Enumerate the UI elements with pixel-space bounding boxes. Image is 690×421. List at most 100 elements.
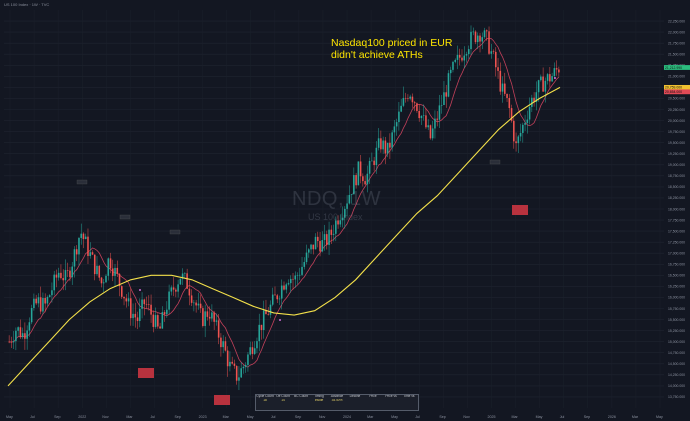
y-tick-label: 15,500.000	[668, 318, 685, 322]
candle-body	[125, 298, 128, 302]
x-tick-label: Jul	[150, 415, 155, 419]
chart-annotation: Nasdaq100 priced in EUR didn't achieve A…	[331, 37, 452, 61]
candle-body	[429, 125, 432, 139]
candle-body	[501, 83, 504, 92]
y-tick-label: 21,500.000	[668, 53, 685, 57]
stats-value: 18	[263, 398, 267, 402]
stats-cell: Price	[364, 395, 382, 410]
x-tick-label: Mar	[223, 415, 230, 419]
candle-body	[37, 297, 40, 304]
x-tick-label: Sep	[584, 415, 590, 419]
y-tick-label: 18,500.000	[668, 185, 685, 189]
candle-body	[440, 105, 443, 106]
candle-body	[458, 54, 461, 58]
candle-body	[339, 220, 342, 225]
candle-body	[118, 273, 121, 287]
candle-body	[258, 324, 261, 342]
candle-body	[549, 74, 551, 82]
candle-body	[382, 140, 384, 150]
candle-body	[540, 76, 542, 81]
candle-body	[48, 295, 51, 297]
y-tick-label: 15,750.000	[668, 307, 685, 311]
candle-body	[483, 30, 486, 38]
candle-body	[395, 122, 398, 127]
candle-body	[141, 299, 143, 309]
candle-body	[472, 31, 475, 33]
candle-body	[157, 315, 159, 327]
candle-body	[413, 102, 416, 104]
candle-body	[55, 274, 58, 278]
candle-body	[517, 136, 520, 144]
swing-markers	[76, 77, 556, 405]
y-tick-label: 17,750.000	[668, 218, 685, 222]
candle-body	[479, 35, 481, 42]
candle-body	[91, 252, 94, 255]
stats-table: Cycle Count 18 Off Count 14 BC Count Timing In…	[255, 394, 419, 411]
stats-cell: BC Count	[292, 395, 310, 410]
candle-body	[416, 103, 418, 111]
candle-body	[136, 317, 139, 322]
candle-body	[278, 298, 281, 300]
signal-dot	[139, 289, 141, 291]
candle-body	[109, 258, 112, 269]
y-tick-label: 18,750.000	[668, 174, 685, 178]
candle-body	[407, 98, 409, 99]
candle-body	[404, 97, 407, 99]
candle-body	[497, 67, 499, 71]
stats-value: 34.40%	[331, 398, 343, 402]
candle-body	[438, 105, 441, 120]
candle-body	[542, 76, 544, 92]
candle-body	[123, 296, 125, 299]
candle-body	[467, 49, 470, 55]
candle-body	[314, 236, 317, 250]
x-tick-label: Jul	[30, 415, 35, 419]
candle-body	[226, 350, 229, 367]
candle-body	[427, 125, 429, 128]
candle-body	[528, 106, 531, 120]
y-tick-label: 14,500.000	[668, 362, 685, 366]
x-tick-label: Mar	[367, 415, 374, 419]
x-tick-label: 2022	[78, 415, 86, 419]
candle-body	[143, 299, 146, 305]
x-tick-label: Sep	[295, 415, 301, 419]
candle-body	[558, 69, 560, 73]
candle-body	[139, 308, 141, 322]
candle-body	[461, 57, 463, 61]
candle-body	[130, 298, 132, 319]
candle-body	[332, 233, 335, 235]
candle-body	[93, 254, 96, 275]
candle-body	[504, 83, 506, 94]
x-tick-label: Jul	[560, 415, 565, 419]
candle-body	[78, 237, 80, 255]
candle-body	[84, 236, 87, 240]
candle-body	[111, 268, 114, 276]
candle-body	[267, 314, 270, 315]
candle-body	[551, 76, 553, 82]
candle-body	[389, 142, 391, 148]
candle-body	[359, 161, 362, 177]
stats-cell: Advance 34.40%	[328, 395, 346, 410]
candle-body	[330, 229, 333, 235]
candle-body	[465, 54, 468, 56]
candle-body	[238, 377, 240, 381]
candle-body	[206, 311, 209, 317]
stats-header: Off Count	[276, 395, 290, 398]
y-tick-label: 16,000.000	[668, 296, 685, 300]
candle-body	[377, 138, 380, 148]
candle-body	[199, 303, 202, 309]
candle-body	[485, 30, 488, 32]
candle-body	[515, 141, 517, 144]
candle-body	[30, 308, 33, 323]
candle-body	[307, 249, 310, 253]
candle-body	[490, 51, 493, 54]
x-tick-label: 2025	[487, 415, 495, 419]
candle-body	[283, 285, 285, 290]
candle-body	[375, 147, 378, 166]
candle-body	[276, 295, 279, 300]
candle-body	[274, 294, 276, 296]
x-tick-label: May	[6, 415, 13, 419]
candle-body	[506, 93, 508, 98]
x-tick-label: May	[536, 415, 543, 419]
